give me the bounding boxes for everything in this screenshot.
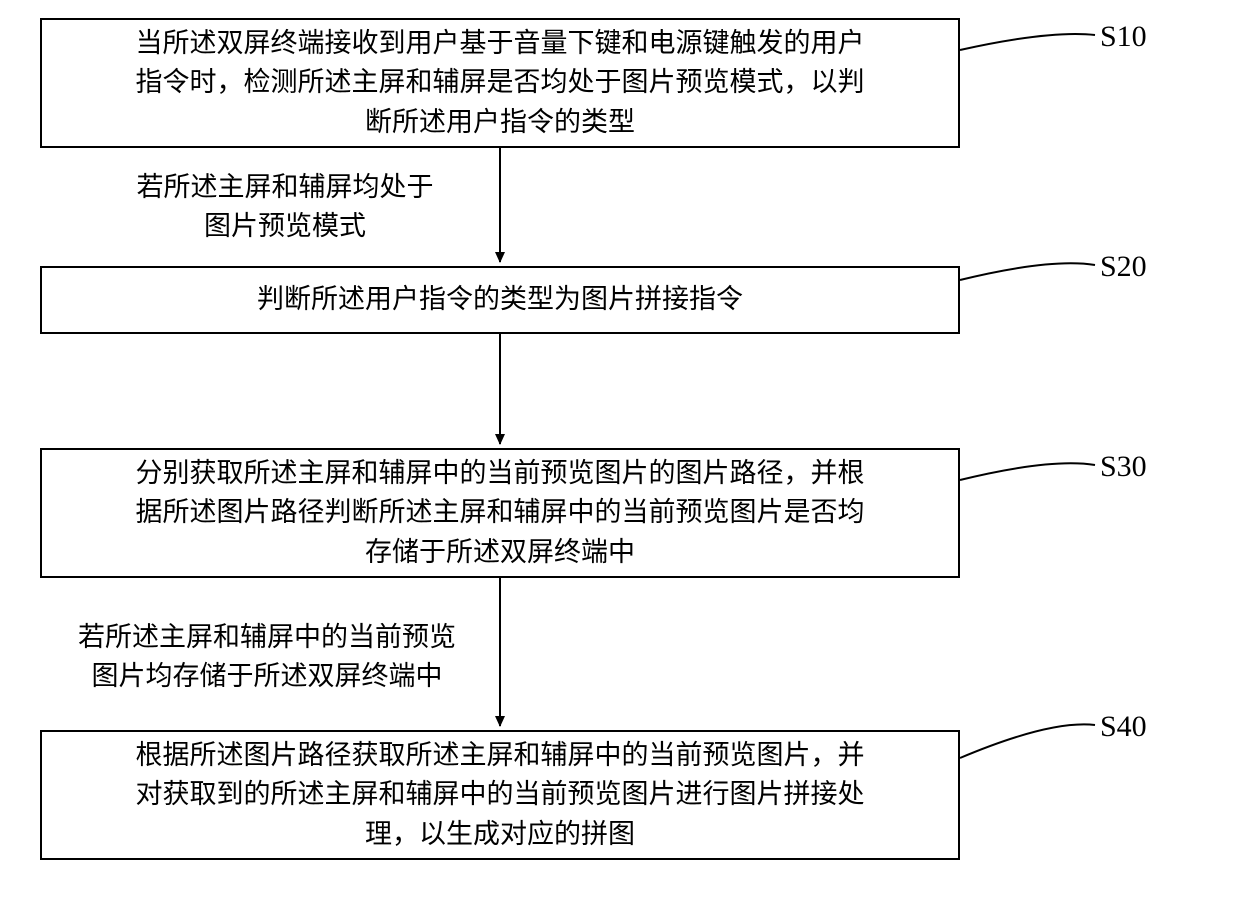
flow-node-s30: 分别获取所述主屏和辅屏中的当前预览图片的图片路径，并根 据所述图片路径判断所述主… [40, 448, 960, 578]
connector-s20 [960, 263, 1095, 280]
flow-node-s20: 判断所述用户指令的类型为图片拼接指令 [40, 266, 960, 334]
flow-node-s40-text: 根据所述图片路径获取所述主屏和辅屏中的当前预览图片，并 对获取到的所述主屏和辅屏… [136, 736, 865, 853]
step-label-s20: S20 [1100, 250, 1147, 284]
flow-node-s10-text: 当所述双屏终端接收到用户基于音量下键和电源键触发的用户 指令时，检测所述主屏和辅… [136, 24, 865, 141]
flow-node-s40: 根据所述图片路径获取所述主屏和辅屏中的当前预览图片，并 对获取到的所述主屏和辅屏… [40, 730, 960, 860]
step-label-s30: S30 [1100, 450, 1147, 484]
step-label-s10: S10 [1100, 20, 1147, 54]
connector-s10 [960, 34, 1095, 50]
step-label-s40: S40 [1100, 710, 1147, 744]
flow-node-s10: 当所述双屏终端接收到用户基于音量下键和电源键触发的用户 指令时，检测所述主屏和辅… [40, 18, 960, 148]
connector-s30 [960, 463, 1095, 480]
edge-label-e3: 若所述主屏和辅屏中的当前预览 图片均存储于所述双屏终端中 [42, 618, 492, 696]
connector-s40 [960, 724, 1095, 758]
flow-node-s30-text: 分别获取所述主屏和辅屏中的当前预览图片的图片路径，并根 据所述图片路径判断所述主… [136, 454, 865, 571]
edge-label-e1: 若所述主屏和辅屏均处于 图片预览模式 [100, 168, 470, 246]
flow-node-s20-text: 判断所述用户指令的类型为图片拼接指令 [257, 280, 743, 319]
